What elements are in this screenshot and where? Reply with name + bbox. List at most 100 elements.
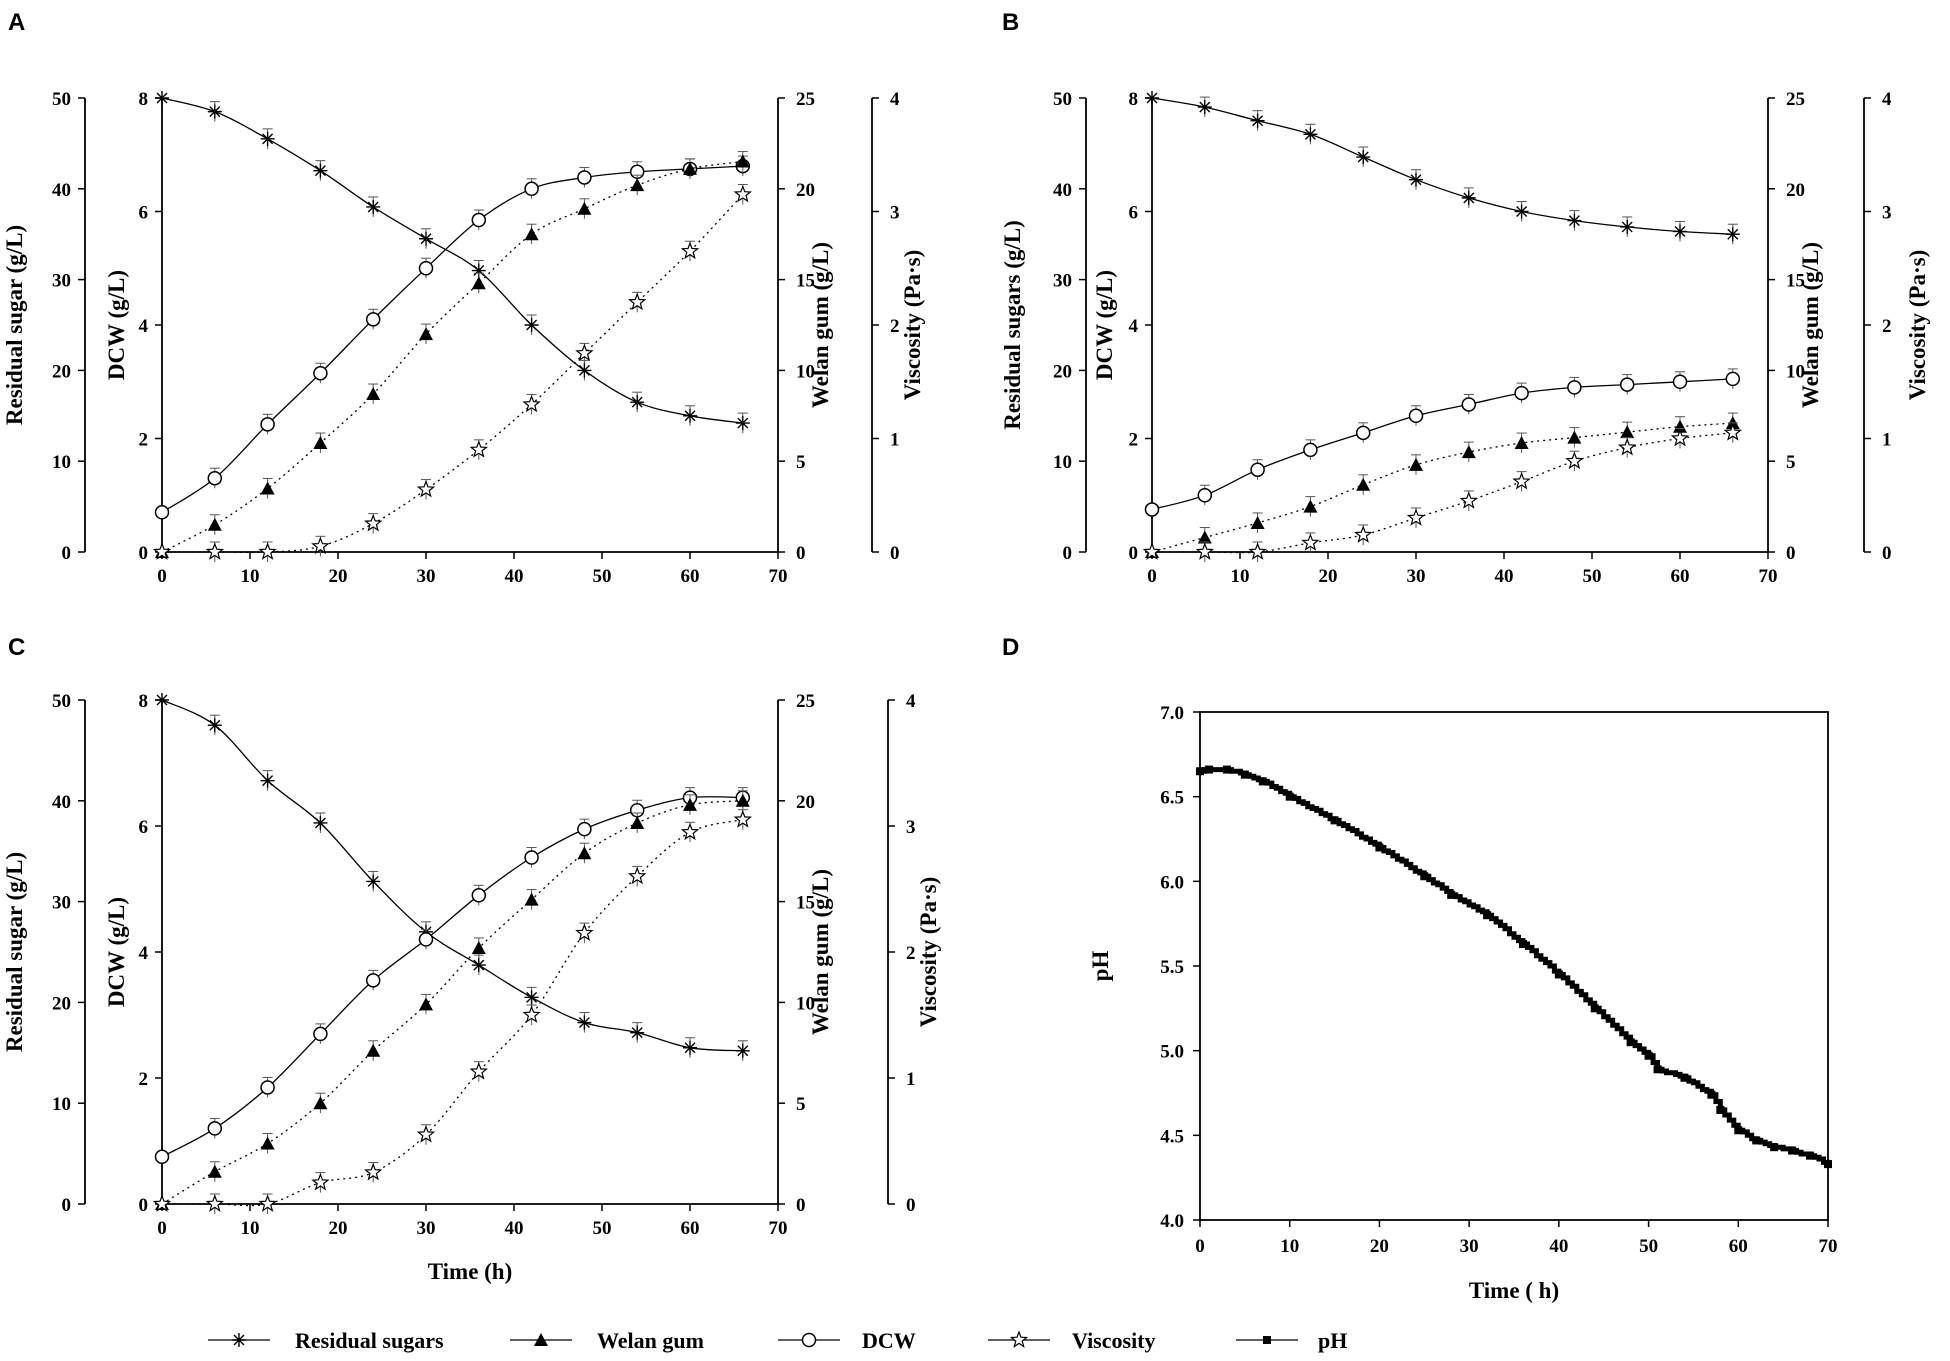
point-viscosity-4 xyxy=(363,513,383,532)
y-tick-label: 5.0 xyxy=(1160,1042,1184,1063)
y-axis-3: 0 1 2 3 4 Viscosity (Pa·s) xyxy=(887,691,941,1216)
point-welan-gum-7 xyxy=(524,227,539,241)
point-residual-sugars-8 xyxy=(577,1015,592,1030)
point-dcw-5 xyxy=(1408,408,1424,424)
point-viscosity-2 xyxy=(1248,542,1267,560)
x-tick-label: 70 xyxy=(1759,566,1778,587)
point-viscosity-5 xyxy=(1406,508,1426,526)
point-residual-sugars-3 xyxy=(313,163,328,178)
y-tick-label: 10 xyxy=(1053,452,1072,473)
x-tick-label: 50 xyxy=(593,566,612,587)
panel-label: C xyxy=(8,634,25,661)
point-viscosity-8 xyxy=(1565,451,1584,470)
y-tick-label: 0 xyxy=(1882,543,1892,564)
series-line xyxy=(1151,378,1733,511)
point-dcw-7 xyxy=(524,850,539,865)
x-tick-label: 60 xyxy=(681,566,700,587)
point-welan-gum-5 xyxy=(419,997,433,1011)
point-residual-sugars-2 xyxy=(260,131,275,146)
series-welan-gum xyxy=(1145,412,1740,558)
y-axis-2: 0 5 10 15 20 25 Welan gum (g/L) xyxy=(777,89,833,564)
y-tick-label: 2 xyxy=(1882,316,1892,337)
y-tick-label: 30 xyxy=(52,271,71,292)
y-tick-label: 20 xyxy=(796,792,815,813)
point-dcw-8 xyxy=(577,821,592,837)
point-welan-gum-5 xyxy=(1409,457,1423,471)
point-dcw-3 xyxy=(313,365,328,381)
x-tick-label: 50 xyxy=(1639,1236,1658,1257)
x-tick-label: 70 xyxy=(769,1218,788,1239)
point-ph-20 xyxy=(1734,1126,1743,1135)
y-tick-label: 0 xyxy=(62,1195,72,1216)
x-tick-label: 30 xyxy=(1460,1236,1479,1257)
point-dcw-4 xyxy=(365,973,381,988)
point-residual-sugars-10 xyxy=(683,408,697,423)
series-line xyxy=(161,97,743,424)
series-welan-gum xyxy=(155,151,750,558)
point-dcw-1 xyxy=(207,470,223,486)
point-viscosity-5 xyxy=(416,1125,436,1143)
x-tick-label: 20 xyxy=(329,1218,348,1239)
point-dcw-0 xyxy=(154,505,170,520)
point-dcw-7 xyxy=(1514,385,1529,401)
series-line xyxy=(161,819,743,1207)
x-tick-label: 60 xyxy=(1671,566,1690,587)
y-tick-label: 15 xyxy=(1786,271,1805,292)
y-axis-0: 0 10 20 30 40 50 Residual sugar (g/L) xyxy=(2,89,86,564)
point-welan-gum-7 xyxy=(524,892,539,906)
point-ph-11 xyxy=(1518,939,1527,948)
series-line xyxy=(1151,97,1733,235)
series-line xyxy=(161,800,743,1205)
point-dcw-2 xyxy=(260,417,275,432)
point-dcw-9 xyxy=(1619,377,1635,392)
y-axis-title: DCW (g/L) xyxy=(104,897,129,1007)
series-dcw xyxy=(1144,368,1741,517)
point-viscosity-2 xyxy=(258,542,277,560)
point-ph-10 xyxy=(1483,911,1492,920)
series-line xyxy=(162,194,744,554)
point-ph-4 xyxy=(1258,777,1267,786)
x-tick-label: 60 xyxy=(1729,1236,1748,1257)
panel-label: A xyxy=(8,9,25,36)
point-welan-gum-2 xyxy=(260,481,275,495)
point-viscosity-0 xyxy=(1009,1330,1029,1348)
point-viscosity-10 xyxy=(680,822,700,841)
y-tick-label: 10 xyxy=(1786,361,1805,382)
x-tick-label: 0 xyxy=(1195,1236,1205,1257)
y-tick-label: 0 xyxy=(906,1195,916,1216)
series-viscosity xyxy=(152,183,753,562)
point-dcw-3 xyxy=(313,1026,328,1042)
point-ph-0 xyxy=(1263,1336,1271,1344)
x-tick-label: 20 xyxy=(1319,566,1338,587)
point-dcw-8 xyxy=(1567,380,1582,395)
point-welan-gum-3 xyxy=(1303,499,1318,513)
point-welan-gum-10 xyxy=(683,161,697,175)
point-dcw-2 xyxy=(1250,462,1265,477)
point-residual-sugars-9 xyxy=(630,395,645,410)
series-dcw xyxy=(154,155,751,520)
point-viscosity-11 xyxy=(1723,423,1743,441)
y-tick-label: 0 xyxy=(890,543,900,564)
x-axis-title: Time (h) xyxy=(428,1259,513,1284)
x-tick-label: 40 xyxy=(1549,1236,1568,1257)
legend: Residual sugars Welan gum DCW Viscosity pH xyxy=(208,1328,1347,1353)
point-ph-14 xyxy=(1626,1038,1635,1047)
y-tick-label: 4 xyxy=(906,691,916,712)
panel-d: D 0 10 20 30 40 50 60 70 4.0 4.5 5.0 5.5 6.0 6.5 7.0 Tim… xyxy=(1002,634,1838,1303)
point-residual-sugars-2 xyxy=(260,773,275,788)
y-tick-label: 5 xyxy=(796,1094,806,1115)
point-welan-gum-8 xyxy=(577,201,592,215)
point-welan-gum-11 xyxy=(735,154,750,168)
point-residual-sugars-7 xyxy=(1514,204,1529,219)
panel-label: D xyxy=(1002,634,1019,661)
y-axis-title: Residual sugar (g/L) xyxy=(2,852,27,1052)
y-tick-label: 4.0 xyxy=(1160,1211,1184,1232)
point-welan-gum-9 xyxy=(630,815,645,829)
y-axis-3: 0 1 2 3 4 Viscosity (Pa·s) xyxy=(871,89,925,564)
point-residual-sugars-9 xyxy=(1620,219,1635,234)
legend-label: Viscosity xyxy=(1072,1328,1156,1353)
point-welan-gum-8 xyxy=(577,846,592,860)
point-welan-gum-4 xyxy=(366,1043,381,1057)
